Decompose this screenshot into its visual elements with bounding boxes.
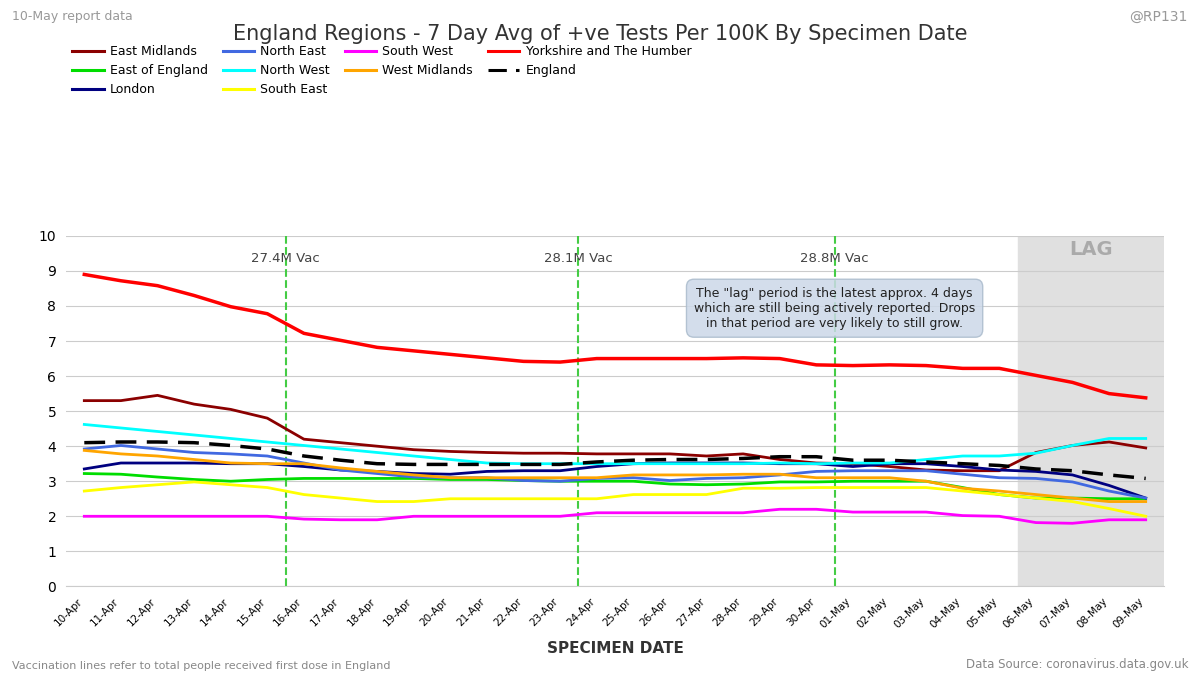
Text: Data Source: coronavirus.data.gov.uk: Data Source: coronavirus.data.gov.uk <box>966 658 1188 671</box>
Bar <box>1018 236 1164 586</box>
Text: @RP131: @RP131 <box>1129 10 1188 24</box>
X-axis label: SPECIMEN DATE: SPECIMEN DATE <box>546 642 684 656</box>
Text: The "lag" period is the latest approx. 4 days
which are still being actively rep: The "lag" period is the latest approx. 4… <box>694 286 976 330</box>
Text: 10-May report data: 10-May report data <box>12 10 133 23</box>
Text: LAG: LAG <box>1069 241 1112 259</box>
Legend: East Midlands, East of England, London, North East, North West, South East, Sout: East Midlands, East of England, London, … <box>72 45 691 96</box>
Text: Vaccination lines refer to total people received first dose in England: Vaccination lines refer to total people … <box>12 661 390 671</box>
Text: England Regions - 7 Day Avg of +ve Tests Per 100K By Specimen Date: England Regions - 7 Day Avg of +ve Tests… <box>233 24 967 44</box>
Text: 28.8M Vac: 28.8M Vac <box>800 252 869 265</box>
Text: 27.4M Vac: 27.4M Vac <box>251 252 320 265</box>
Text: 28.1M Vac: 28.1M Vac <box>544 252 613 265</box>
